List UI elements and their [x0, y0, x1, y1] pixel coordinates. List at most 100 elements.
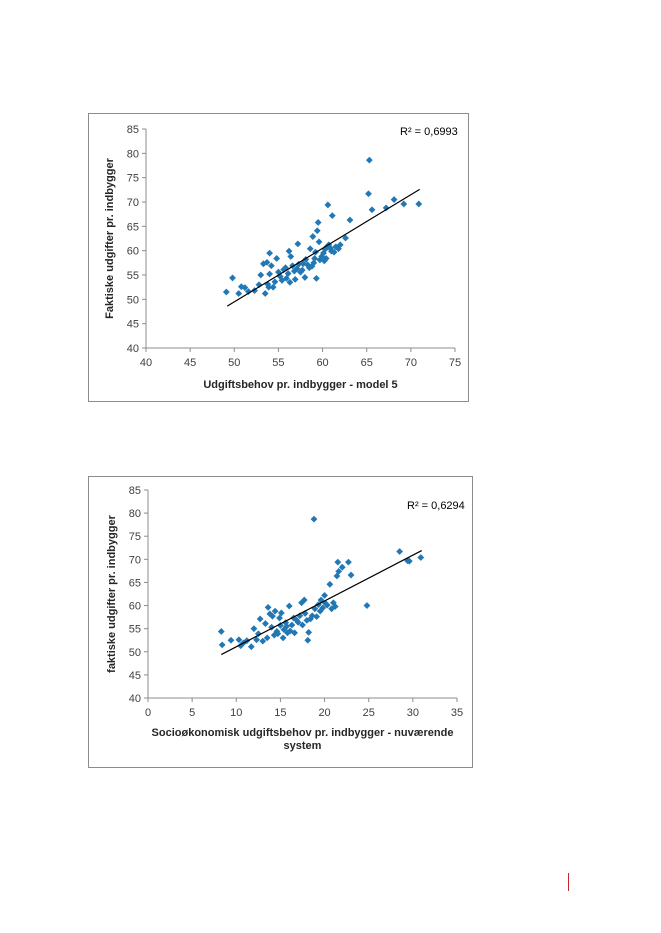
y-tick-label: 55	[127, 270, 139, 282]
page-marker	[568, 873, 569, 891]
data-point	[319, 604, 327, 612]
trend-line	[221, 550, 422, 656]
data-point	[245, 288, 252, 295]
x-tick-label: 40	[140, 357, 152, 369]
data-point	[253, 636, 260, 644]
data-point	[295, 260, 303, 268]
data-point	[305, 264, 313, 272]
data-point	[271, 278, 279, 286]
data-point	[301, 610, 309, 617]
y-axis-title: faktiske udgifter pr. indbygger	[106, 514, 118, 672]
data-point	[298, 599, 306, 607]
x-tick-label: 5	[189, 707, 195, 719]
y-tick-label: 70	[129, 554, 141, 566]
data-point	[313, 613, 321, 621]
data-point	[310, 259, 318, 267]
data-point	[345, 558, 352, 566]
scatter-chart-current-system: 40 45 50 55 60 65 70 75 80 85 0 5 10 15 20 25 30 35 R² = 0…	[88, 476, 473, 768]
y-tick-label: 65	[129, 577, 141, 589]
data-point	[266, 270, 273, 278]
y-tick-label: 55	[129, 624, 141, 636]
data-point	[309, 233, 317, 240]
data-point	[334, 558, 342, 566]
data-point	[324, 201, 332, 209]
data-point	[417, 554, 425, 561]
data-point	[237, 283, 245, 291]
y-tick-label: 60	[129, 601, 141, 613]
data-point	[283, 622, 291, 630]
data-point	[285, 247, 293, 255]
x-tick-label: 60	[316, 357, 328, 369]
data-point	[400, 200, 408, 208]
data-point	[280, 266, 288, 274]
y-tick-label: 80	[129, 508, 141, 520]
y-tick-label: 75	[127, 173, 139, 185]
data-point	[297, 268, 304, 276]
data-point	[306, 245, 314, 253]
data-point	[365, 156, 373, 164]
x-tick-label: 10	[230, 707, 242, 719]
data-point	[305, 628, 313, 636]
x-axis-title: Socioøkonomisk udgiftsbehov pr. indbygge…	[152, 727, 454, 752]
data-point	[285, 602, 293, 610]
data-point	[264, 604, 272, 611]
y-tick-label: 45	[127, 319, 139, 331]
data-point	[330, 599, 337, 607]
data-point	[330, 248, 338, 256]
data-point	[346, 216, 354, 224]
y-tick-label: 65	[127, 221, 139, 233]
y-tick-label: 75	[129, 531, 141, 543]
data-point	[390, 196, 398, 203]
data-point	[323, 601, 331, 609]
data-point	[254, 630, 262, 638]
x-tick-label: 45	[184, 357, 196, 369]
x-tick-label: 55	[272, 357, 284, 369]
x-tick-label: 25	[363, 707, 375, 719]
data-point	[256, 615, 264, 623]
data-point	[310, 515, 318, 523]
data-point	[257, 271, 265, 279]
x-tick-label: 0	[145, 707, 151, 719]
data-point	[277, 622, 284, 629]
y-tick-label: 45	[129, 670, 141, 682]
data-point	[326, 580, 334, 588]
r-squared-label: R² = 0,6294	[407, 500, 465, 512]
x-tick-label: 35	[451, 707, 463, 719]
data-point	[269, 612, 276, 620]
trend-line	[226, 188, 420, 307]
x-tick-label: 70	[405, 357, 417, 369]
data-point	[322, 255, 330, 262]
data-point	[347, 571, 355, 579]
data-point	[308, 612, 316, 620]
data-point	[338, 563, 346, 571]
y-tick-label: 40	[127, 343, 139, 355]
x-tick-label: 30	[407, 707, 419, 719]
data-point	[312, 275, 320, 282]
data-point	[266, 249, 273, 257]
data-point	[291, 275, 299, 283]
data-point	[265, 283, 273, 291]
x-tick-label: 75	[449, 357, 461, 369]
data-point	[227, 636, 235, 644]
scatter-chart-model-5: 40 45 50 55 60 65 70 75 80 85 40 45 50 55 60 65 70 75 R² =…	[88, 113, 469, 402]
data-point	[218, 641, 226, 649]
data-point	[332, 243, 340, 251]
data-point	[279, 634, 287, 642]
data-point	[229, 274, 236, 282]
x-tick-label: 15	[274, 707, 286, 719]
x-tick-label: 50	[228, 357, 240, 369]
data-point	[235, 636, 243, 644]
data-point	[405, 557, 413, 565]
data-point	[274, 630, 282, 638]
y-tick-label: 40	[129, 693, 141, 705]
y-tick-label: 50	[129, 647, 141, 659]
y-tick-label: 50	[127, 294, 139, 306]
data-point	[335, 567, 343, 575]
y-tick-label: 85	[129, 485, 141, 497]
chart-canvas: 40 45 50 55 60 65 70 75 80 85 40 45 50 55 60 65 70 75 R² =…	[104, 124, 461, 391]
x-tick-label: 65	[361, 357, 373, 369]
y-tick-label: 60	[127, 246, 139, 258]
data-point	[282, 619, 290, 627]
data-point	[237, 642, 245, 650]
x-axis-title: Udgiftsbehov pr. indbygger - model 5	[203, 379, 397, 391]
